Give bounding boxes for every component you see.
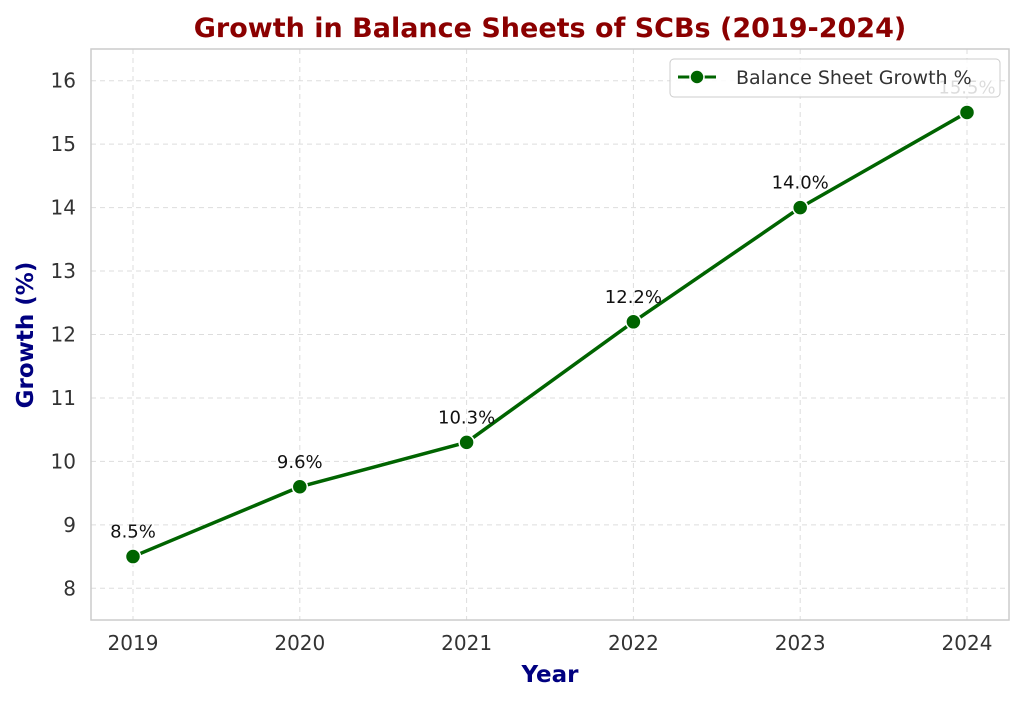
y-tick-label: 10: [51, 449, 76, 473]
data-point: [291, 478, 309, 496]
x-axis-label: Year: [520, 662, 579, 688]
data-point: [791, 199, 809, 216]
x-axis-ticks: 2019 2020 2021 2022 2023 2024: [108, 631, 993, 655]
series-group: [124, 104, 976, 565]
y-tick-label: 9: [63, 513, 76, 537]
x-tick-label: 2024: [942, 631, 993, 655]
data-label: 14.0%: [772, 173, 829, 194]
x-tick-label: 2023: [775, 631, 826, 655]
data-label: 9.6%: [277, 452, 323, 473]
x-tick-label: 2020: [274, 631, 325, 655]
y-tick-label: 8: [63, 576, 76, 600]
x-tick-label: 2022: [608, 631, 659, 655]
y-tick-label: 14: [51, 196, 76, 220]
y-tick-label: 11: [51, 386, 76, 410]
y-axis-ticks: 8 9 10 11 12 13 14 15 16: [51, 69, 76, 601]
legend-marker: [689, 69, 705, 85]
legend-box: [669, 58, 1001, 98]
data-labels: 8.5%9.6%10.3%12.2%14.0%15.5%: [110, 77, 995, 542]
legend-label: Balance Sheet Growth %: [736, 67, 972, 89]
chart-title: Growth in Balance Sheets of SCBs (2019-2…: [194, 13, 906, 44]
grid: [91, 49, 1009, 620]
data-point: [458, 434, 475, 451]
x-tick-label: 2019: [108, 631, 159, 655]
data-point: [124, 548, 142, 565]
data-label: 10.3%: [438, 407, 495, 428]
y-tick-label: 16: [51, 69, 76, 93]
data-point: [625, 313, 642, 331]
data-label: 8.5%: [110, 522, 156, 543]
y-tick-label: 12: [51, 323, 76, 347]
legend: Balance Sheet Growth %: [669, 58, 1001, 98]
data-label: 12.2%: [605, 287, 662, 308]
series-line: [132, 110, 968, 559]
y-tick-label: 15: [51, 132, 76, 156]
plot-frame: [90, 48, 1010, 621]
y-tick-label: 13: [51, 259, 76, 283]
data-point: [958, 104, 976, 121]
x-tick-label: 2021: [441, 631, 492, 655]
y-axis-label: Growth (%): [13, 262, 39, 409]
